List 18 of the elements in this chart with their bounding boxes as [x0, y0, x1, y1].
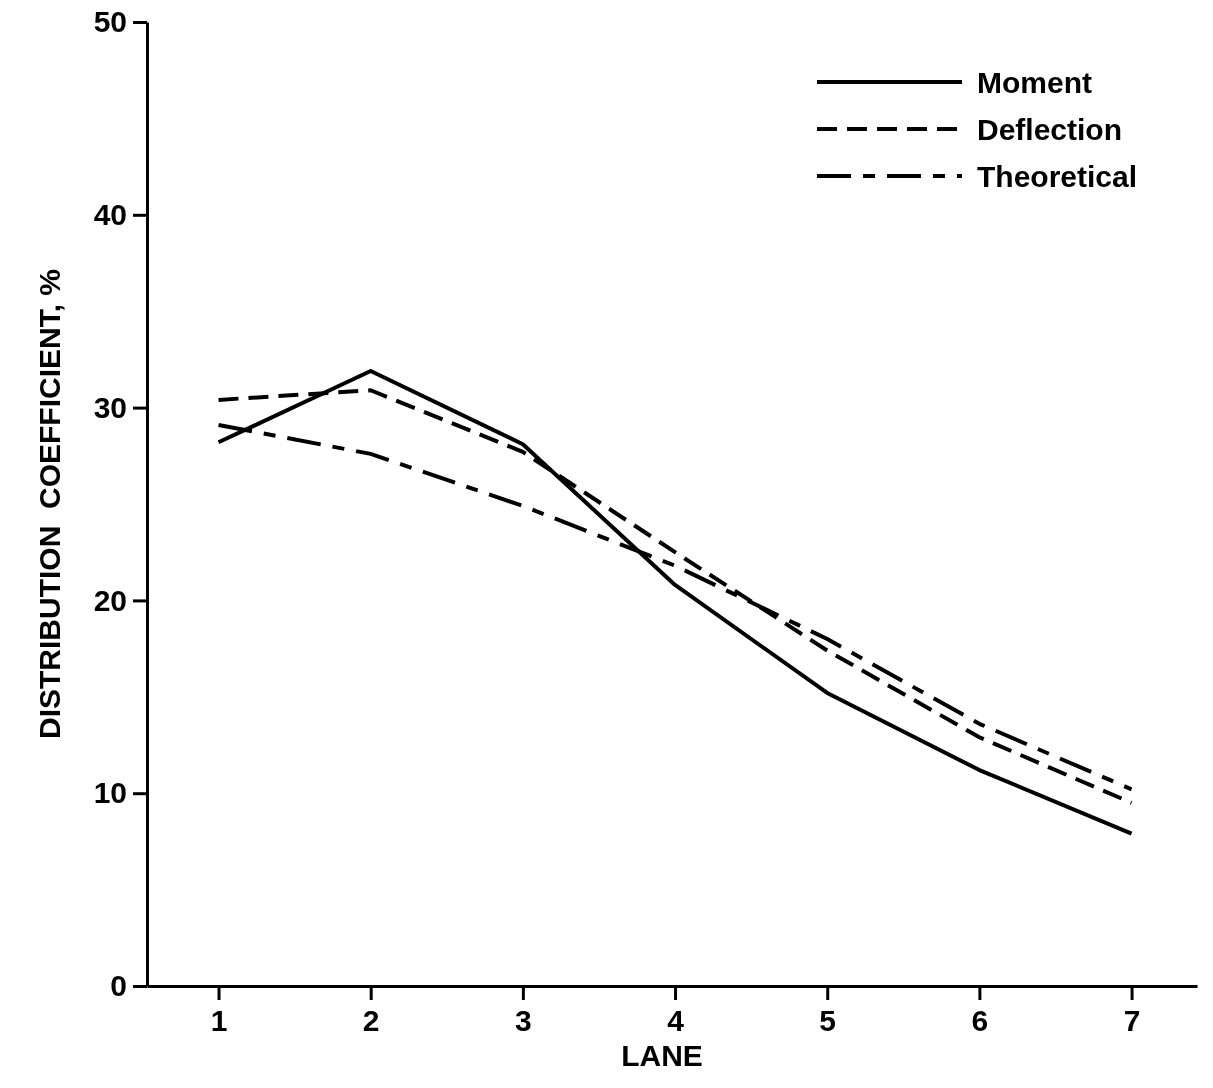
- legend-label: Theoretical: [977, 159, 1138, 193]
- x-tick-label: 3: [515, 1004, 532, 1038]
- x-tick-label: 6: [971, 1004, 989, 1038]
- x-tick-label: 1: [210, 1004, 228, 1038]
- x-axis-title: LANE: [621, 1039, 703, 1072]
- legend-label: Deflection: [977, 112, 1123, 146]
- y-tick-label: 10: [93, 776, 127, 810]
- y-axis-title: DISTRIBUTION COEFFICIENT, %: [33, 268, 66, 740]
- y-tick-label: 30: [93, 390, 127, 424]
- y-tick-label: 50: [93, 5, 127, 39]
- y-tick-label: 20: [93, 583, 127, 617]
- x-tick-label: 2: [362, 1004, 380, 1038]
- x-tick-label: 5: [819, 1004, 837, 1038]
- legend-label: Moment: [977, 65, 1092, 99]
- x-tick-label: 4: [667, 1004, 685, 1038]
- y-tick-label: 0: [110, 969, 127, 1003]
- y-tick-label: 40: [93, 197, 127, 231]
- x-tick-label: 7: [1123, 1004, 1141, 1038]
